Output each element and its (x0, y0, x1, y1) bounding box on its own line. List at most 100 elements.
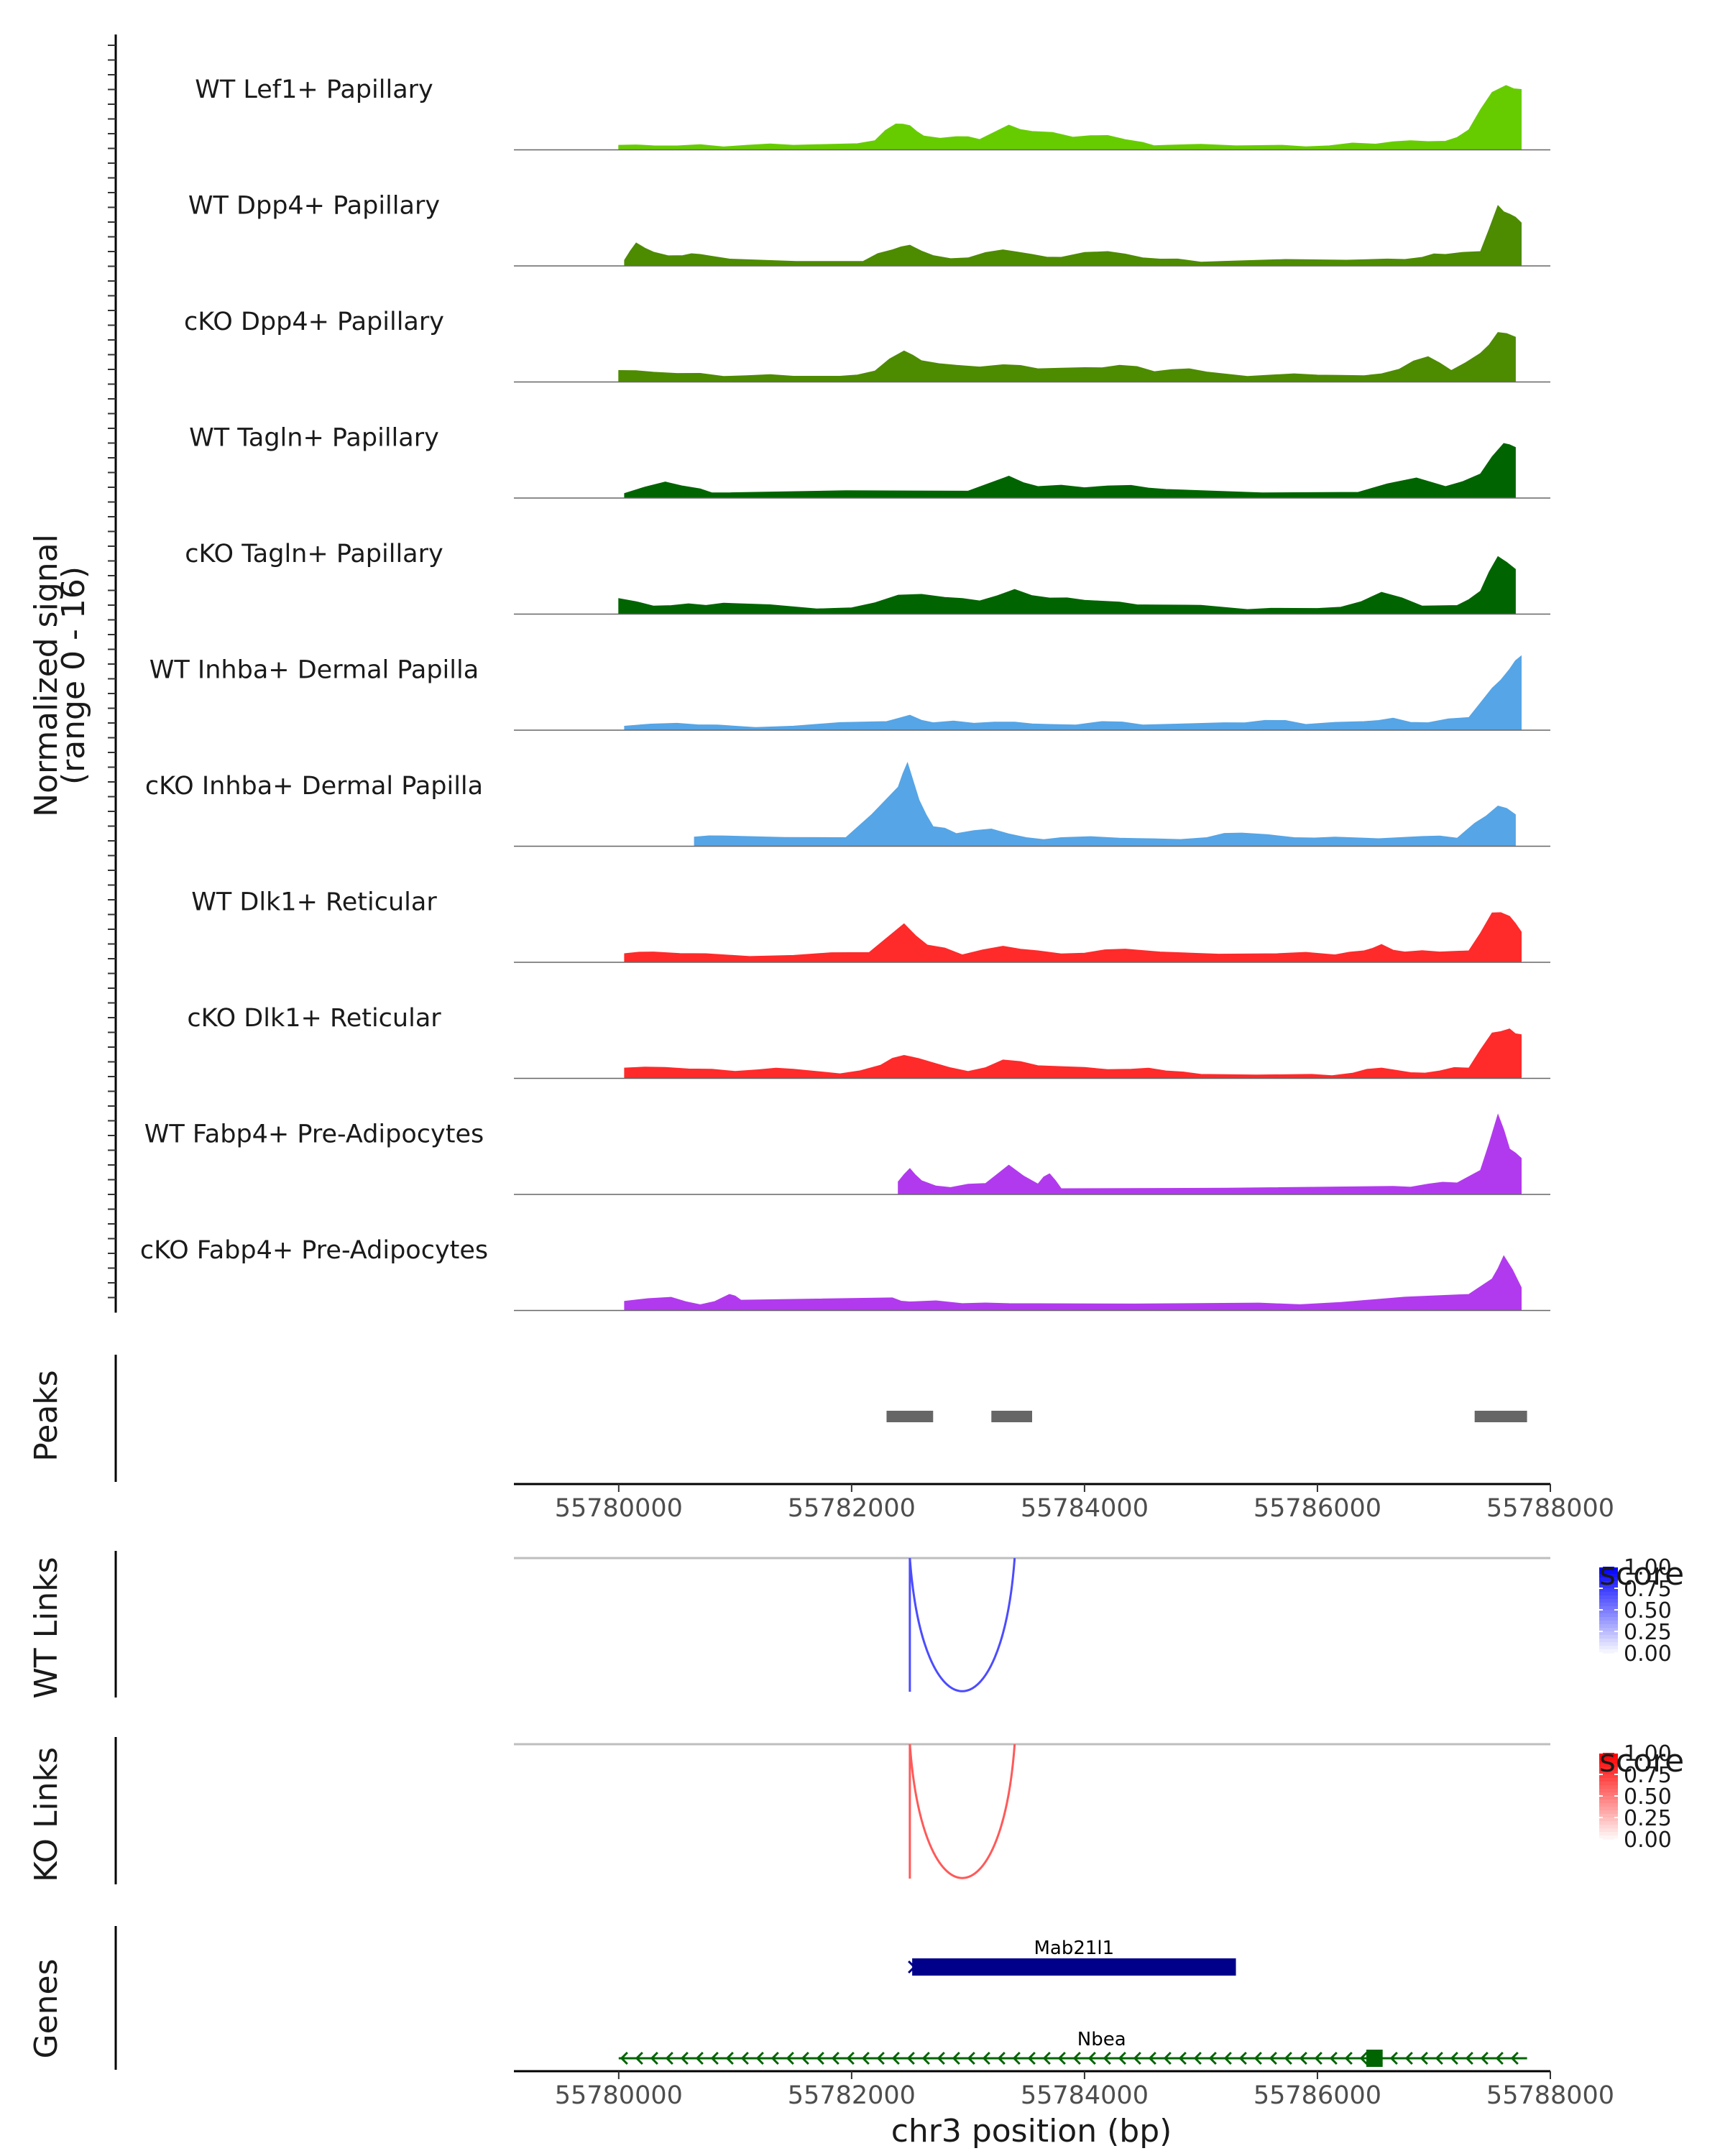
track-label: cKO Dlk1+ Reticular (187, 1004, 441, 1033)
coverage-track: WT Tagln+ Papillary (189, 424, 1550, 499)
strand-arrow (1042, 2051, 1051, 2065)
strand-arrow (1329, 2051, 1338, 2065)
legend-tick-label: 0.50 (1624, 1784, 1672, 1810)
strand-arrow (1480, 2051, 1489, 2065)
track-label: WT Inhba+ Dermal Papilla (150, 656, 479, 685)
legend-colorbar-segment (1599, 1635, 1618, 1639)
strand-arrow (740, 2051, 749, 2065)
x-tick-label: 55788000 (1486, 2081, 1614, 2110)
legend-tick-label: 0.75 (1624, 1763, 1672, 1788)
strand-arrow (816, 2051, 824, 2065)
legend-colorbar-segment (1599, 1828, 1618, 1833)
strand-arrow (620, 2051, 628, 2065)
gene-name: Mab21l1 (1034, 1938, 1114, 1959)
strand-arrow (801, 2051, 809, 2065)
legend-colorbar-segment (1599, 1782, 1618, 1786)
coverage-area (898, 1113, 1522, 1195)
x-axis-bottom: 55780000 55782000 55784000 55786000 55788000 (514, 2070, 1614, 2110)
legend-colorbar-segment (1599, 1832, 1618, 1836)
coverage-track: WT Dlk1+ Reticular (191, 888, 1550, 963)
track-label: WT Dlk1+ Reticular (191, 888, 437, 917)
strand-arrow (967, 2051, 975, 2065)
x-axis-top: 55780000 55782000 55784000 55786000 55788000 (514, 1483, 1614, 1523)
track-label: cKO Dpp4+ Papillary (184, 308, 444, 336)
wt-links-legend-title: score (1599, 1556, 1684, 1593)
legend-colorbar-segment (1599, 1764, 1618, 1768)
legend-colorbar-segment (1599, 1774, 1618, 1779)
coverage-track: WT Lef1+ Papillary (195, 75, 1550, 151)
strand-arrow (710, 2051, 719, 2065)
track-label: cKO Tagln+ Papillary (185, 540, 443, 568)
coverage-area (618, 556, 1516, 614)
strand-arrow (1495, 2051, 1504, 2065)
coverage-area (618, 332, 1516, 382)
legend-colorbar-segment (1599, 1771, 1618, 1775)
coverage-track: cKO Dlk1+ Reticular (187, 1004, 1550, 1079)
legend-colorbar-segment (1599, 1595, 1618, 1600)
gene-name: Nbea (1077, 2029, 1126, 2050)
strand-arrow (1103, 2051, 1111, 2065)
strand-arrow (1087, 2051, 1096, 2065)
gene-model: Mab21l1 (908, 1938, 1236, 1976)
peak-region (1474, 1411, 1527, 1422)
strand-arrow (1284, 2051, 1292, 2065)
strand-arrow (1193, 2051, 1202, 2065)
legend-colorbar-segment (1599, 1606, 1618, 1611)
ko-links-panel: 0.000.250.500.751.00 (114, 1737, 1672, 1884)
strand-arrow (1027, 2051, 1036, 2065)
legend-colorbar-segment (1599, 1639, 1618, 1643)
x-tick-label: 55784000 (1021, 2081, 1149, 2110)
legend-colorbar-segment (1599, 1574, 1618, 1578)
track-label: WT Fabp4+ Pre-Adipocytes (144, 1120, 484, 1149)
legend-tick-label: 0.50 (1624, 1598, 1672, 1623)
legend-colorbar-segment (1599, 1617, 1618, 1621)
track-label: cKO Fabp4+ Pre-Adipocytes (140, 1236, 488, 1265)
strand-arrow (846, 2051, 855, 2065)
coverage-track: cKO Tagln+ Papillary (185, 540, 1550, 615)
legend-colorbar-segment (1599, 1603, 1618, 1607)
peaks-panel (114, 1355, 1527, 1482)
legend-tick-label: 0.00 (1624, 1641, 1672, 1667)
legend-colorbar-segment (1599, 1588, 1618, 1593)
strand-arrow (891, 2051, 900, 2065)
strand-arrow (1269, 2051, 1277, 2065)
strand-arrow (1163, 2051, 1172, 2065)
strand-arrow (680, 2051, 689, 2065)
strand-arrow (1223, 2051, 1232, 2065)
legend-colorbar-segment (1599, 1624, 1618, 1628)
legend-colorbar-segment (1599, 1577, 1618, 1582)
strand-arrow (650, 2051, 658, 2065)
legend-colorbar-segment (1599, 1613, 1618, 1618)
ko-links-label: KO Links (28, 1747, 65, 1882)
legend-tick-label: 1.00 (1624, 1555, 1672, 1580)
legend-colorbar-segment (1599, 1585, 1618, 1589)
gene-exon-block (912, 1958, 1236, 1976)
coverage-area (624, 655, 1522, 731)
x-tick-label: 55788000 (1486, 1494, 1614, 1523)
coverage-area (624, 1028, 1522, 1079)
legend-colorbar-segment (1599, 1785, 1618, 1789)
x-tick-label: 55782000 (788, 1494, 916, 1523)
strand-arrow (1178, 2051, 1187, 2065)
coverage-track: WT Fabp4+ Pre-Adipocytes (144, 1113, 1550, 1195)
strand-arrow (1465, 2051, 1473, 2065)
legend-colorbar-segment (1599, 1760, 1618, 1764)
track-label: WT Dpp4+ Papillary (188, 192, 440, 221)
track-label: WT Lef1+ Papillary (195, 75, 433, 104)
legend-colorbar-segment (1599, 1807, 1618, 1811)
legend-colorbar-segment (1599, 1621, 1618, 1625)
legend-colorbar-segment (1599, 1581, 1618, 1585)
coverage-area (624, 205, 1522, 267)
strand-arrow (937, 2051, 945, 2065)
x-tick-label: 55780000 (555, 1494, 683, 1523)
strand-arrow (831, 2051, 840, 2065)
x-axis-label: chr3 position (bp) (891, 2113, 1172, 2150)
coverage-area (694, 762, 1516, 847)
x-tick-label: 55782000 (788, 2081, 916, 2110)
strand-arrow (1314, 2051, 1322, 2065)
coverage-area (624, 1255, 1522, 1311)
legend-colorbar-segment (1599, 1646, 1618, 1650)
legend-tick-label: 0.00 (1624, 1828, 1672, 1853)
link-arc (908, 1743, 1016, 1879)
